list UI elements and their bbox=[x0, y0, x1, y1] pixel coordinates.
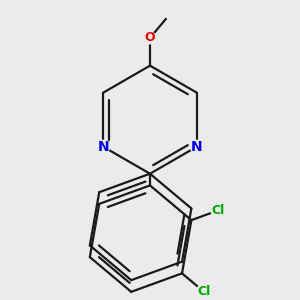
Circle shape bbox=[97, 140, 110, 153]
Circle shape bbox=[144, 32, 156, 44]
Circle shape bbox=[196, 284, 211, 299]
Circle shape bbox=[211, 203, 226, 218]
Text: Cl: Cl bbox=[212, 204, 225, 217]
Text: N: N bbox=[191, 140, 202, 154]
Circle shape bbox=[190, 140, 203, 153]
Text: Cl: Cl bbox=[197, 285, 211, 298]
Text: N: N bbox=[98, 140, 109, 154]
Text: O: O bbox=[145, 32, 155, 44]
